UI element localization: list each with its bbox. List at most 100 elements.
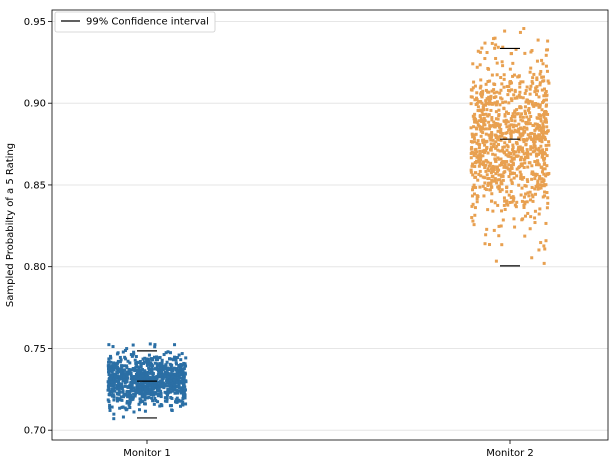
data-point — [501, 218, 505, 222]
data-point — [471, 188, 475, 192]
data-point — [483, 57, 487, 61]
data-point — [475, 197, 479, 201]
data-point — [497, 114, 501, 118]
data-point — [166, 387, 170, 391]
data-point — [519, 134, 523, 138]
data-point — [163, 372, 167, 376]
data-point — [502, 85, 506, 89]
data-point — [515, 95, 519, 99]
data-point — [483, 242, 487, 246]
data-point — [500, 132, 504, 136]
data-point — [145, 358, 149, 362]
data-point — [491, 209, 495, 213]
data-point — [492, 228, 496, 232]
data-point — [508, 81, 512, 85]
data-point — [528, 227, 532, 231]
data-point — [471, 162, 475, 166]
data-point — [541, 101, 545, 105]
data-point — [525, 115, 529, 119]
data-point — [486, 160, 490, 164]
data-point — [110, 370, 114, 374]
data-point — [469, 126, 473, 130]
data-point — [511, 162, 515, 166]
data-point — [535, 122, 539, 126]
data-point — [470, 216, 474, 220]
data-point — [541, 125, 545, 129]
data-point — [126, 359, 130, 363]
data-point — [527, 107, 531, 111]
data-point — [156, 363, 160, 367]
data-point — [508, 200, 512, 204]
data-point — [178, 386, 182, 390]
data-point — [502, 203, 506, 207]
data-point — [537, 212, 541, 216]
data-point — [112, 398, 116, 402]
data-point — [110, 377, 114, 381]
data-point — [141, 357, 145, 361]
legend-label: 99% Confidence interval — [86, 17, 209, 28]
data-point — [147, 368, 151, 372]
data-point — [524, 89, 528, 93]
data-point — [520, 186, 524, 190]
data-point — [494, 133, 498, 137]
data-point — [484, 188, 488, 192]
data-point — [472, 140, 476, 144]
data-point — [519, 95, 523, 99]
data-point — [476, 49, 480, 53]
data-point — [495, 90, 499, 94]
data-point — [122, 364, 126, 368]
data-point — [501, 101, 505, 105]
data-point — [146, 386, 150, 390]
data-point — [539, 119, 543, 123]
data-point — [543, 91, 547, 95]
data-point — [133, 388, 137, 392]
data-point — [113, 389, 117, 393]
data-point — [520, 147, 524, 151]
data-point — [529, 137, 533, 141]
data-point — [508, 169, 512, 173]
data-point — [531, 199, 535, 203]
data-point — [148, 387, 152, 391]
data-point — [175, 396, 179, 400]
data-point — [522, 158, 526, 162]
data-point — [500, 209, 504, 213]
data-point — [129, 387, 133, 391]
data-point — [108, 403, 112, 407]
data-point — [502, 73, 506, 77]
data-point — [107, 360, 111, 364]
data-point — [542, 172, 546, 176]
data-point — [153, 384, 157, 388]
data-point — [108, 408, 112, 412]
data-point — [159, 389, 163, 393]
data-point — [522, 27, 526, 31]
data-point — [473, 118, 477, 122]
data-point — [158, 383, 162, 387]
data-point — [544, 89, 548, 93]
data-point — [116, 398, 120, 402]
data-point — [518, 132, 522, 136]
data-point — [483, 176, 487, 180]
data-point — [482, 121, 486, 125]
data-point — [511, 146, 515, 150]
data-point — [471, 202, 475, 206]
data-point — [481, 113, 485, 116]
data-point — [156, 400, 160, 404]
data-point — [540, 155, 544, 159]
data-point — [484, 127, 488, 131]
data-point — [177, 399, 181, 403]
data-point — [540, 135, 544, 139]
data-point — [118, 406, 122, 410]
data-point — [520, 112, 524, 116]
data-point — [142, 395, 146, 399]
data-point — [498, 189, 502, 193]
data-point — [487, 164, 491, 168]
data-point — [546, 129, 550, 133]
data-point — [503, 207, 507, 211]
data-point — [153, 343, 157, 347]
data-point — [472, 192, 476, 196]
data-point — [512, 176, 516, 180]
data-point — [481, 175, 485, 179]
data-point — [513, 119, 517, 123]
data-point — [541, 133, 545, 137]
data-point — [508, 124, 512, 128]
